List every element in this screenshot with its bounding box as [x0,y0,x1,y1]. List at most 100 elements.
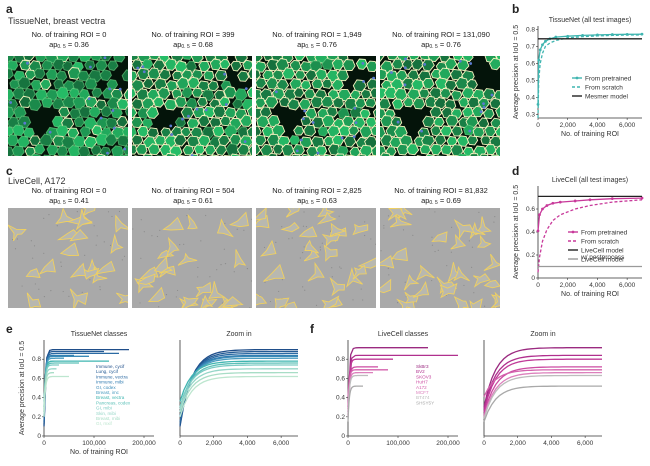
tissue-cell-outline [30,153,41,156]
tissue-cell-outline [256,134,267,147]
tissue-cell-outline [391,98,404,110]
tissue-cell-outline [349,146,361,156]
nucleus-dot [244,87,248,91]
noise-dot [21,285,23,287]
tissue-cell-outline [23,56,35,62]
livecell-cell-outline [439,282,458,299]
tissue-cell-outline [281,143,295,156]
noise-dot [205,214,207,217]
noise-dot [246,267,249,270]
tissue-cell-outline [79,126,92,138]
class-curve-0 [347,347,428,408]
tissue-cell-outline [380,56,385,62]
tissue-cell-outline [291,154,301,156]
data-point [610,197,614,201]
tissue-cell-outline [342,115,355,128]
panel-label-a: a [6,2,13,16]
y-tick-label: 0.7 [526,43,535,50]
data-point [551,201,555,205]
tissue-cell-outline [84,78,98,90]
x-tick-label: 100,000 [386,440,410,447]
noise-dot [139,302,141,304]
class-legend-label: BT474 [416,395,430,400]
ap-prefix: ap [173,40,182,49]
tissue-cell-outline [142,153,153,156]
noise-dot [223,248,225,250]
livecell-cell-outline [156,249,175,259]
y-tick-label: 0.2 [336,414,345,421]
noise-dot [251,218,252,220]
tissue-cell-outline [8,60,19,71]
tissue-cell-outline [169,145,183,156]
tissue-cell-outline [132,88,137,99]
y-axis-label: Average precision at IoU = 0.5 [513,185,520,279]
noise-dot [450,251,453,253]
ap-value: 0.69 [446,196,461,205]
tissue-cell-outline [450,125,463,137]
class-curve-4 [483,369,602,397]
noise-dot [209,276,211,278]
tissue-cell-outline [380,68,388,81]
noise-dot [288,238,290,240]
livecell-cell-outline [115,214,128,233]
nucleus-dot [423,63,427,66]
tissue-cell-outline [58,106,71,118]
panel-label-b: b [512,2,520,16]
livecell-cell-outline [208,281,226,299]
tissue-cell-outline [434,134,447,146]
chart-title: TissueNet classes [71,331,128,338]
tissue-cell-outline [369,87,376,99]
data-point [545,204,549,207]
livecell-cell-outline [280,221,300,233]
livecell-cell-outline [298,226,318,238]
noise-dot [176,289,179,292]
nucleus-dot [361,61,365,65]
noise-dot [483,305,486,307]
tissue-cell-outline [217,134,231,147]
nucleus-dot [195,107,199,111]
tissue-cell-outline [204,144,217,156]
noise-dot [331,267,333,269]
noise-dot [103,241,105,243]
tissue-cell-outline [247,67,252,79]
x-tick-label: 4,000 [239,440,256,447]
tissue-cell-outline [256,143,262,155]
tissue-cell-outline [482,88,496,101]
livecell-cell-outline [69,262,86,278]
noise-dot [375,243,376,245]
nucleus-dot [169,124,173,128]
tissue-cell-outline [35,56,47,63]
noise-dot [302,225,305,227]
x-tick-label: 0 [346,440,350,447]
tissue-cell-outline [236,143,251,156]
y-tick-label: 0.4 [32,395,41,402]
tissue-cell-outline [197,134,211,147]
tissue-cell-outline [164,58,178,71]
tissue-cell-outline [18,95,33,108]
tissue-cell-outline [406,143,420,156]
noise-dot [364,234,366,237]
legend-label: From scratch [581,238,619,245]
tissue-cell-outline [450,90,463,101]
x-axis-label: No. of training ROI [70,449,128,456]
tissue-cell-outline [331,78,344,91]
class-curve-6 [179,360,298,402]
tissue-cell-outline [67,67,82,80]
livecell-image-svg [132,208,252,308]
tissue-cell-outline [46,144,59,156]
noise-dot [330,230,332,232]
nucleus-dot [390,71,393,74]
legend-label: Mesmer model [585,93,629,100]
noise-dot [84,254,86,256]
tissue-cell-outline [380,98,391,110]
noise-dot [99,289,101,291]
livecell-caption-ap-line: ap0. 5 = 0.69 [380,196,502,208]
tissue-cell-outline [479,153,489,156]
tissuenet-image-svg [132,56,252,156]
panel-label-e: e [6,322,13,336]
noise-dot [431,244,434,246]
tissue-cell-outline [142,77,155,90]
tissue-cell-outline [372,108,376,118]
ap-equals: = [189,40,199,49]
noise-dot [96,235,98,237]
